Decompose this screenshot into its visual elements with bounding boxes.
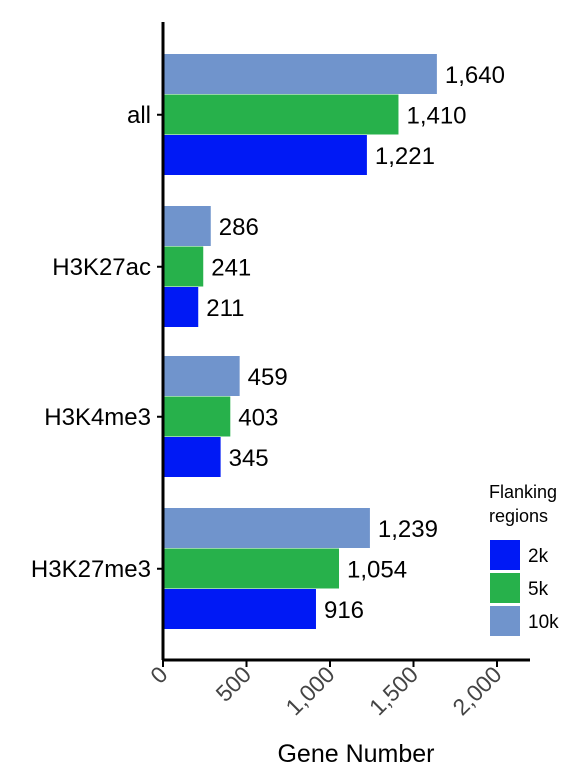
- bar-h3k27ac-2k: [163, 287, 199, 327]
- bar-h3k27ac-10k: [163, 206, 211, 246]
- x-axis: 0 500 1,000 1,500 2,000: [145, 658, 530, 720]
- bar-h3k27ac-5k: [163, 246, 204, 287]
- value-label-h3k27me3-2k: 916: [324, 597, 364, 624]
- category-label-h3k4me3: H3K4me3: [44, 404, 151, 431]
- x-tick-label-0: 0: [145, 661, 172, 688]
- legend-swatch-2k: [490, 540, 520, 570]
- value-label-all-5k: 1,410: [406, 103, 466, 130]
- bar-all-5k: [163, 94, 399, 135]
- category-label-h3k27me3: H3K27me3: [31, 556, 151, 583]
- category-label-h3k27ac: H3K27ac: [52, 254, 151, 281]
- value-label-h3k27ac-2k: 211: [206, 295, 244, 322]
- legend-items: 2k 5k 10k: [490, 540, 559, 636]
- bar-h3k4me3-5k: [163, 396, 231, 437]
- value-label-h3k27me3-5k: 1,054: [347, 557, 407, 584]
- legend-title-line-2: regions: [489, 506, 548, 526]
- x-axis-title: Gene Number: [277, 740, 434, 768]
- legend-swatch-10k: [490, 606, 520, 636]
- bar-all-2k: [163, 135, 367, 175]
- value-label-h3k4me3-2k: 345: [229, 445, 269, 472]
- x-tick-label-1000: 1,000: [280, 661, 339, 720]
- bars-group: [163, 54, 437, 629]
- value-label-h3k27me3-10k: 1,239: [378, 516, 438, 543]
- category-label-all: all: [127, 102, 151, 129]
- x-tick-label-500: 500: [211, 661, 257, 707]
- value-label-h3k4me3-10k: 459: [248, 364, 288, 391]
- x-tick-label-2000: 2,000: [447, 661, 506, 720]
- bar-h3k27me3-10k: [163, 508, 370, 548]
- value-label-h3k27ac-10k: 286: [219, 214, 259, 241]
- bar-h3k27me3-2k: [163, 589, 316, 629]
- bar-h3k4me3-2k: [163, 437, 221, 477]
- value-label-all-2k: 1,221: [375, 143, 435, 170]
- legend-label-10k: 10k: [528, 612, 559, 633]
- legend-label-5k: 5k: [528, 579, 549, 600]
- legend-label-2k: 2k: [528, 546, 549, 567]
- x-tick-label-1500: 1,500: [364, 661, 423, 720]
- value-label-all-10k: 1,640: [445, 62, 505, 89]
- legend-swatch-5k: [490, 573, 520, 603]
- bar-all-10k: [163, 54, 437, 94]
- bar-h3k27me3-5k: [163, 548, 340, 589]
- legend: Flanking regions 2k 5k 10k: [489, 482, 559, 636]
- value-label-h3k27ac-5k: 241: [211, 255, 251, 282]
- value-labels-group: 1,640 1,410 1,221 286 241 211 459 403 345 1,239 1,…: [206, 62, 505, 624]
- legend-title-line-1: Flanking: [489, 482, 557, 502]
- value-label-h3k4me3-5k: 403: [238, 405, 278, 432]
- category-labels-group: all H3K27ac H3K4me3 H3K27me3: [31, 102, 163, 583]
- bar-h3k4me3-10k: [163, 356, 240, 396]
